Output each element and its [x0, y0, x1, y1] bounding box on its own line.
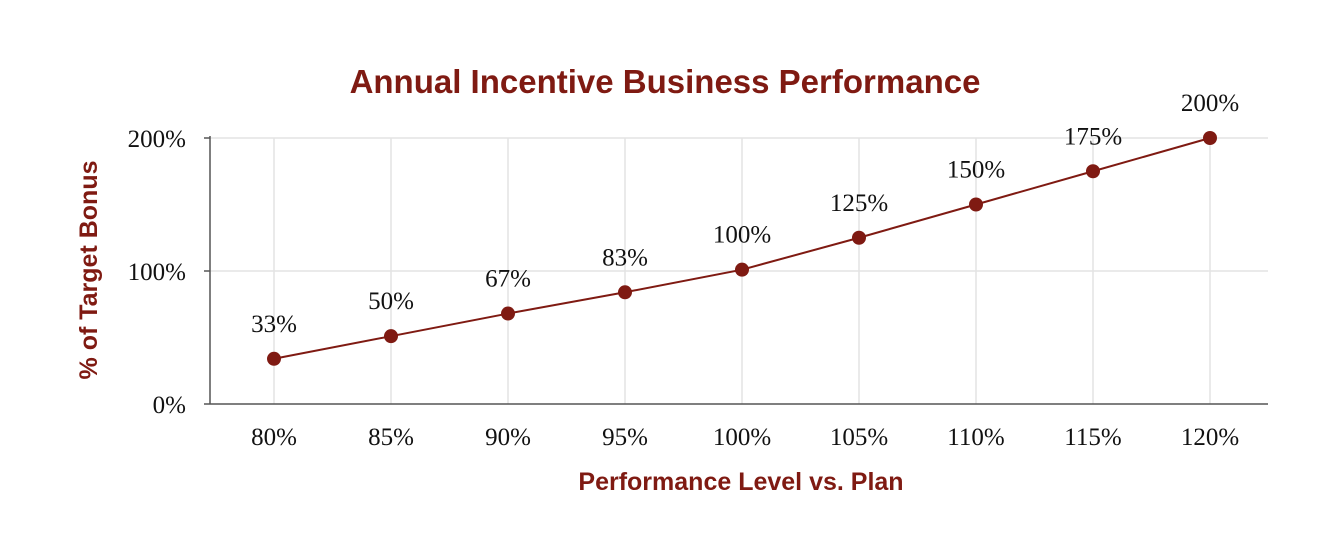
- data-point: [735, 262, 749, 277]
- x-tick-label: 105%: [830, 424, 888, 451]
- data-point: [618, 285, 632, 300]
- data-label: 100%: [713, 222, 771, 249]
- data-point: [1086, 164, 1100, 179]
- data-label: 175%: [1064, 123, 1122, 150]
- x-tick-label: 95%: [602, 424, 648, 451]
- data-labels: 33% 50% 67% 83% 100% 125% 150% 175% 200%: [251, 90, 1239, 338]
- data-label: 33%: [251, 311, 297, 338]
- x-tick-label: 115%: [1064, 424, 1121, 451]
- x-tick-label: 120%: [1181, 424, 1239, 451]
- data-point: [501, 306, 515, 321]
- y-tick-label: 100%: [128, 259, 186, 286]
- series-line: [267, 131, 1217, 366]
- data-point: [267, 351, 281, 366]
- data-label: 50%: [368, 288, 414, 315]
- axes: [204, 136, 1268, 405]
- x-tick-label: 110%: [947, 424, 1004, 451]
- data-label: 67%: [485, 266, 531, 293]
- y-axis-title: % of Target Bonus: [75, 161, 103, 380]
- x-axis-title: Performance Level vs. Plan: [578, 468, 903, 496]
- data-label: 125%: [830, 190, 888, 217]
- x-tick-label: 85%: [368, 424, 414, 451]
- chart-title: Annual Incentive Business Performance: [350, 63, 981, 100]
- tick-labels: 0% 100% 200% 80% 85% 90% 95% 100% 105% 110% 115% 12…: [128, 126, 1239, 451]
- data-point: [969, 197, 983, 212]
- y-tick-label: 200%: [128, 126, 186, 153]
- x-tick-label: 90%: [485, 424, 531, 451]
- x-tick-label: 80%: [251, 424, 297, 451]
- data-point: [384, 329, 398, 344]
- y-tick-label: 0%: [153, 392, 186, 419]
- data-label: 83%: [602, 244, 648, 271]
- data-label: 200%: [1181, 90, 1239, 117]
- x-tick-label: 100%: [713, 424, 771, 451]
- data-point: [1203, 131, 1217, 145]
- data-point: [852, 230, 866, 245]
- data-label: 150%: [947, 157, 1005, 184]
